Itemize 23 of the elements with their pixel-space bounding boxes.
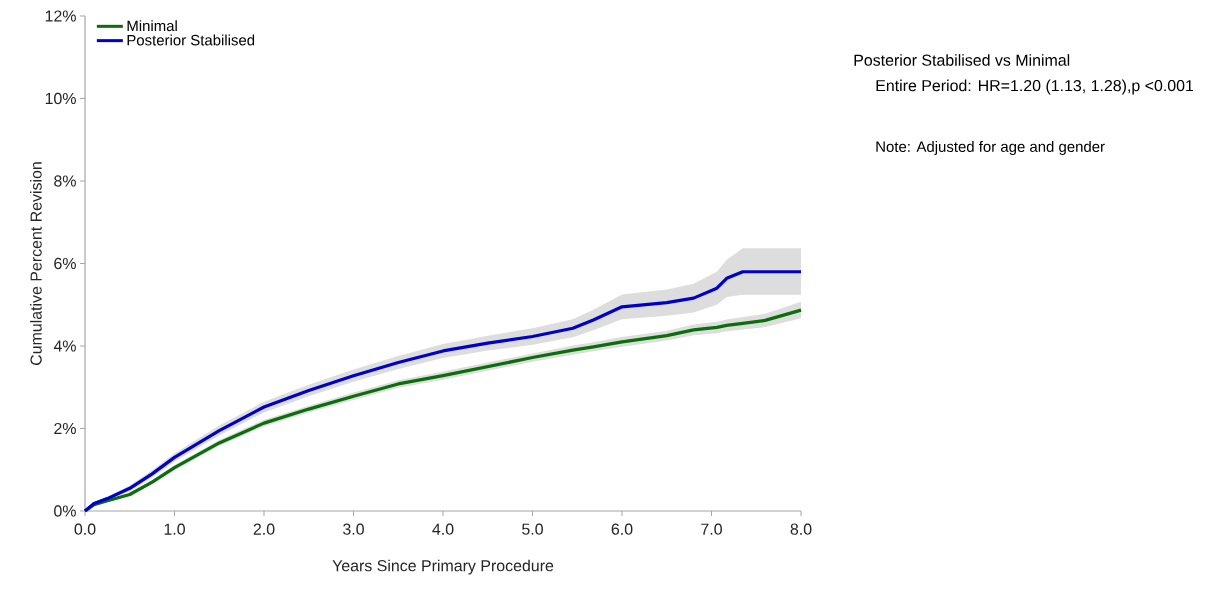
y-tick-label: 12% <box>45 10 76 22</box>
x-tick-label: 6.0 <box>611 523 633 535</box>
text: Entire Period: HR=1.20 (1.13, 1.28),p <0.001 <box>876 79 1194 95</box>
legend-label: Minimal <box>127 20 177 32</box>
x-tick-label: 5.0 <box>522 523 543 535</box>
y-axis-title: Cumulative Percent Revision <box>30 162 42 365</box>
x-tick-label: 8.0 <box>790 523 812 535</box>
y-tick-label: 6% <box>54 257 76 270</box>
y-tick-label: 0% <box>54 505 76 517</box>
text: Note: Adjusted for age and gender <box>876 141 1105 155</box>
y-tick-label: 2% <box>54 422 76 435</box>
x-tick-label: 1.0 <box>164 523 185 535</box>
x-tick-label: 3.0 <box>343 523 364 535</box>
x-tick-label: 2.0 <box>253 523 275 535</box>
x-axis-title: Years Since Primary Procedure <box>332 559 554 575</box>
y-tick-label: 8% <box>54 175 76 187</box>
x-tick-label: 7.0 <box>701 523 722 535</box>
y-tick-label: 4% <box>53 340 76 352</box>
y-tick-label: 10% <box>45 92 76 105</box>
x-tick-label: 0.0 <box>74 523 96 535</box>
text: Posterior Stabilised vs Minimal <box>854 54 1070 66</box>
legend-label: Posterior Stabilised <box>127 34 255 46</box>
x-tick-label: 4.0 <box>432 523 454 535</box>
